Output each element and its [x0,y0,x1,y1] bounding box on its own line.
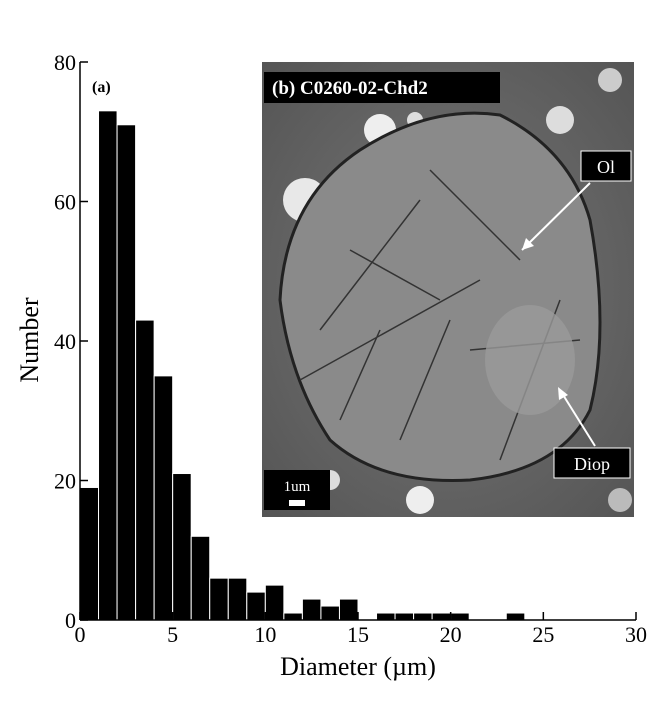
bar [264,584,285,621]
mineral-label: Ol [597,157,615,177]
bar [153,375,174,621]
arrowhead [558,387,568,400]
label-box [264,72,500,103]
y-axis-label: Number [15,297,44,383]
bar [450,612,470,621]
bar [320,605,340,621]
scale-bar [289,500,305,506]
bar [98,110,118,621]
bar [209,577,229,621]
annotations: (a) (b) C0260-02-Chd2 Ol Diop 1um [92,72,632,510]
inset-image [262,62,634,517]
label-box [553,447,631,479]
bar [283,612,303,621]
bar [116,124,137,621]
arrow [521,182,591,251]
bar [338,598,359,621]
bar [376,612,396,621]
panel-label: (a) [92,79,111,96]
y-tick-label: 40 [54,329,76,354]
panel-label: (b) C0260-02-Chd2 [272,78,428,99]
y-tick-label: 80 [54,50,76,75]
x-tick-label: 20 [440,622,462,647]
mineral-label: Diop [574,454,610,474]
x-tick-label: 0 [75,622,86,647]
bar [413,612,433,621]
x-tick-label: 15 [347,622,369,647]
x-axis-label: Diameter (µm) [280,652,436,681]
bar [135,319,155,621]
x-tick-label: 5 [167,622,178,647]
x-tick-label: 25 [532,622,554,647]
y-tick-label: 60 [54,190,76,215]
arrowhead [522,238,534,250]
bar [505,612,526,621]
y-tick-label: 20 [54,469,76,494]
bar [301,598,322,621]
bar [431,612,452,621]
bar [394,612,415,621]
y-tick-label: 0 [65,608,76,633]
arrow [559,389,596,447]
bar [172,473,192,621]
bar [190,535,211,621]
label-box [580,150,632,182]
x-tick-label: 30 [625,622,647,647]
bar [246,591,266,621]
bar [79,486,100,621]
x-tick-label: 10 [254,622,276,647]
bar [227,577,248,621]
scale-label: 1um [284,479,311,495]
